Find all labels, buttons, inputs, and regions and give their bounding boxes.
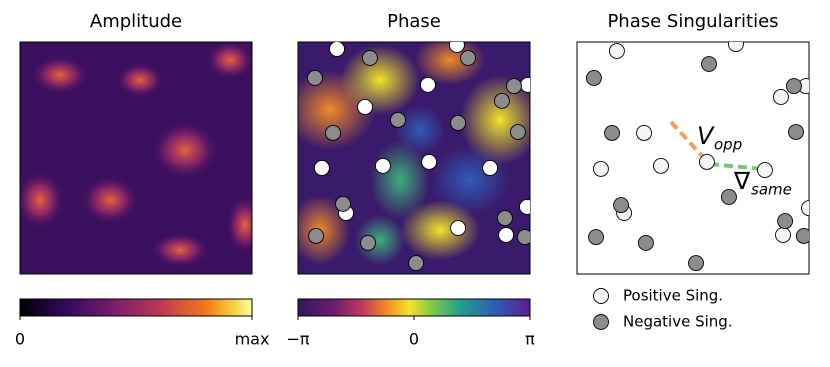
annotation-sub: same xyxy=(751,181,792,199)
point xyxy=(592,160,609,177)
annotation-line xyxy=(669,120,707,161)
annotation-text: ∇ xyxy=(733,167,751,195)
point xyxy=(636,124,652,141)
point xyxy=(361,50,378,66)
point xyxy=(329,42,345,57)
annotation-sub: opp xyxy=(714,136,742,154)
point xyxy=(308,228,325,244)
point xyxy=(637,234,654,251)
point xyxy=(408,255,425,272)
phase-image xyxy=(298,42,530,274)
legend-marker xyxy=(593,314,609,330)
point xyxy=(785,78,802,95)
chart-title: Phase Singularities xyxy=(607,11,778,32)
point xyxy=(795,228,809,244)
point xyxy=(450,115,467,131)
point xyxy=(608,43,625,59)
point xyxy=(604,124,620,141)
point xyxy=(519,199,530,215)
colorbar xyxy=(297,298,531,317)
point xyxy=(360,234,377,251)
point xyxy=(588,229,604,246)
point xyxy=(357,99,373,115)
legend-marker xyxy=(593,288,609,304)
point xyxy=(335,195,351,212)
point xyxy=(801,200,809,217)
point xyxy=(585,70,602,86)
point xyxy=(698,153,715,170)
point xyxy=(306,70,323,86)
point xyxy=(788,124,804,140)
axes-frame xyxy=(297,41,531,275)
annotation-text: V xyxy=(697,122,715,150)
chart-title: Phase xyxy=(387,11,441,32)
point xyxy=(701,56,717,72)
point xyxy=(498,227,515,243)
colorbar-label: π xyxy=(525,330,535,349)
legend-label: Negative Sing. xyxy=(623,313,733,331)
colorbar-label: −π xyxy=(286,330,309,349)
axes-frame xyxy=(576,41,810,275)
point xyxy=(506,78,522,95)
point xyxy=(519,76,530,93)
point xyxy=(756,162,773,179)
point xyxy=(772,89,789,105)
colorbar-label: 0 xyxy=(409,330,419,349)
point xyxy=(509,124,526,140)
point xyxy=(721,189,737,205)
points xyxy=(306,42,530,272)
point xyxy=(777,213,794,230)
point xyxy=(313,160,330,176)
point xyxy=(493,92,510,109)
point xyxy=(727,42,744,53)
point xyxy=(516,229,530,246)
points xyxy=(585,42,809,272)
point xyxy=(775,227,791,243)
colorbar xyxy=(19,298,253,317)
amplitude-image xyxy=(20,42,252,274)
point xyxy=(496,210,513,227)
axes-frame xyxy=(19,41,253,275)
point xyxy=(421,153,438,170)
annotation-line xyxy=(709,162,763,171)
point xyxy=(653,157,669,174)
point xyxy=(390,112,406,128)
point xyxy=(482,160,499,176)
chart-title: Amplitude xyxy=(90,11,182,32)
point xyxy=(613,197,630,214)
point xyxy=(450,220,467,237)
point xyxy=(374,157,391,174)
point xyxy=(448,42,465,53)
point xyxy=(688,255,704,272)
point xyxy=(325,124,341,141)
colorbar-label: max xyxy=(235,330,270,349)
point xyxy=(460,50,477,66)
point xyxy=(419,76,436,93)
colorbar-label: 0 xyxy=(15,330,25,349)
legend-label: Positive Sing. xyxy=(623,287,723,305)
